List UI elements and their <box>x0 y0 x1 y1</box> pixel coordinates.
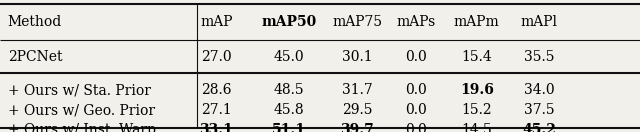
Text: 28.6: 28.6 <box>201 83 232 97</box>
Text: 0.0: 0.0 <box>405 83 427 97</box>
Text: mAPl: mAPl <box>520 15 557 29</box>
Text: 19.6: 19.6 <box>460 83 493 97</box>
Text: 29.5: 29.5 <box>342 103 372 117</box>
Text: 0.0: 0.0 <box>405 103 427 117</box>
Text: 34.0: 34.0 <box>524 83 554 97</box>
Text: 51.1: 51.1 <box>272 123 307 132</box>
Text: mAP50: mAP50 <box>262 15 317 29</box>
Text: 37.5: 37.5 <box>524 103 554 117</box>
Text: mAP75: mAP75 <box>332 15 382 29</box>
Text: 27.0: 27.0 <box>201 50 232 64</box>
Text: + Ours w/ Sta. Prior: + Ours w/ Sta. Prior <box>8 83 150 97</box>
Text: 45.2: 45.2 <box>522 123 556 132</box>
Text: + Ours w/ Geo. Prior: + Ours w/ Geo. Prior <box>8 103 155 117</box>
Text: + Ours w/ Inst. Warp: + Ours w/ Inst. Warp <box>8 123 156 132</box>
Text: 0.0: 0.0 <box>405 50 427 64</box>
Text: mAP: mAP <box>200 15 232 29</box>
Text: 31.7: 31.7 <box>342 83 372 97</box>
Text: 35.5: 35.5 <box>524 50 554 64</box>
Text: 0.0: 0.0 <box>405 123 427 132</box>
Text: Method: Method <box>8 15 62 29</box>
Text: mAPs: mAPs <box>396 15 436 29</box>
Text: 2PCNet: 2PCNet <box>8 50 62 64</box>
Text: 48.5: 48.5 <box>274 83 305 97</box>
Text: 33.1: 33.1 <box>200 123 233 132</box>
Text: 30.1: 30.1 <box>342 50 372 64</box>
Text: 45.8: 45.8 <box>274 103 305 117</box>
Text: 14.5: 14.5 <box>461 123 492 132</box>
Text: 39.7: 39.7 <box>340 123 374 132</box>
Text: 15.2: 15.2 <box>461 103 492 117</box>
Text: 45.0: 45.0 <box>274 50 305 64</box>
Text: 15.4: 15.4 <box>461 50 492 64</box>
Text: 27.1: 27.1 <box>201 103 232 117</box>
Text: mAPm: mAPm <box>454 15 500 29</box>
